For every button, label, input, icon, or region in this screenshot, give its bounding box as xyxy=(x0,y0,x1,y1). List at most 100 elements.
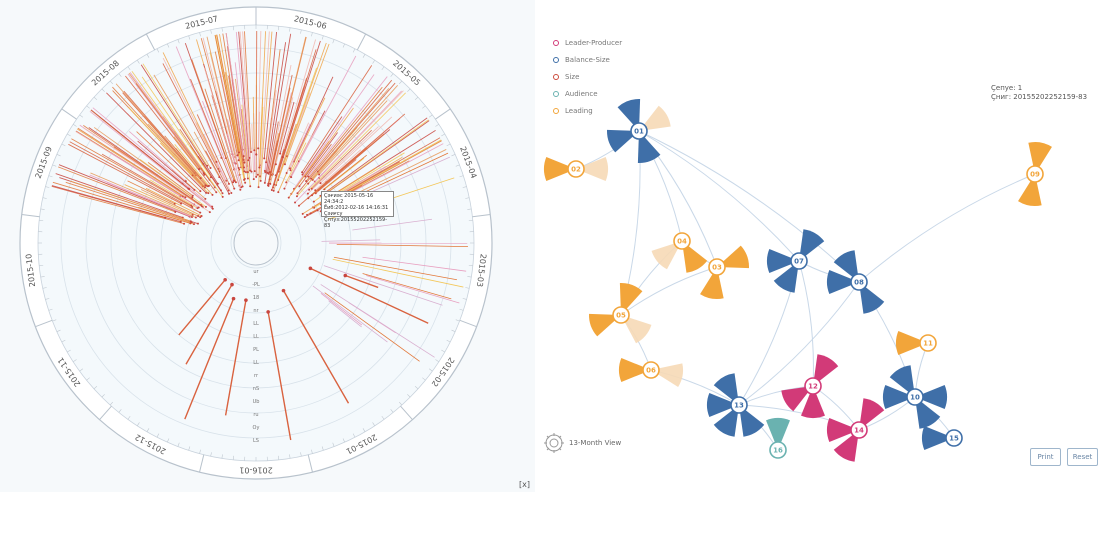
ring-label: 18 xyxy=(253,295,259,301)
minor-tick xyxy=(127,415,131,420)
legend-label: Audience xyxy=(565,89,598,98)
event-dot xyxy=(269,182,272,185)
network-node[interactable]: 13 xyxy=(707,373,765,437)
minor-tick xyxy=(422,377,426,381)
node-circle xyxy=(790,252,808,270)
event-spike xyxy=(109,152,199,208)
event-dot xyxy=(184,180,187,183)
minor-tick xyxy=(462,298,467,300)
event-spike xyxy=(197,155,222,191)
event-dot xyxy=(230,282,234,287)
event-spike xyxy=(184,298,235,420)
network-node[interactable]: 02 xyxy=(544,157,608,181)
event-spike xyxy=(257,111,261,175)
minor-tick xyxy=(428,114,433,118)
legend-item[interactable]: Leading xyxy=(553,102,622,119)
event-spike xyxy=(264,90,277,173)
node-circle xyxy=(945,429,963,447)
minor-tick xyxy=(342,438,345,443)
minor-tick xyxy=(451,329,456,332)
event-spike xyxy=(224,299,247,416)
node-wedge xyxy=(637,131,661,163)
ring-label: Ub xyxy=(253,399,260,405)
minor-tick xyxy=(414,96,419,101)
network-node[interactable]: 12 xyxy=(781,354,839,419)
event-dot xyxy=(283,187,286,190)
network-node[interactable]: 11 xyxy=(896,331,937,355)
node-circle xyxy=(673,232,691,250)
event-dot xyxy=(206,185,209,188)
event-spike xyxy=(140,64,219,185)
event-spike xyxy=(294,170,327,203)
node-wedge xyxy=(682,241,708,273)
event-spike xyxy=(298,121,321,162)
event-dot xyxy=(199,216,202,219)
minor-tick xyxy=(118,73,122,77)
minor-tick xyxy=(48,308,53,311)
minor-tick xyxy=(390,409,394,413)
mini-view[interactable]: 13-Month View xyxy=(543,432,621,454)
minor-tick xyxy=(289,454,291,459)
event-spike xyxy=(251,123,255,180)
legend-item[interactable]: Leader-Producer xyxy=(553,34,622,51)
legend-label: Leading xyxy=(565,106,593,115)
event-dot xyxy=(301,171,304,174)
reset-button[interactable]: Reset xyxy=(1067,448,1098,466)
event-spike xyxy=(93,127,193,198)
event-spike xyxy=(90,109,190,190)
network-node[interactable]: 07 xyxy=(767,229,825,293)
event-spike xyxy=(304,132,338,177)
print-button[interactable]: Print xyxy=(1030,448,1061,466)
node-wedge xyxy=(713,373,739,405)
node-circle xyxy=(642,361,660,379)
legend-item[interactable]: Size xyxy=(553,68,622,85)
event-dot xyxy=(243,161,246,164)
network-panel: 01 02 03 04 05 06 07 08 09 10 11 12 13 14 15 16 Leader-… xyxy=(535,0,1115,492)
minor-tick xyxy=(52,164,57,167)
event-spike xyxy=(362,256,467,272)
event-dot xyxy=(266,310,270,314)
minor-tick xyxy=(221,27,223,32)
event-dot xyxy=(233,187,236,190)
event-spike xyxy=(136,131,201,192)
minor-tick xyxy=(146,428,150,432)
event-spike xyxy=(311,129,372,190)
minor-tick xyxy=(61,339,66,343)
network-node[interactable]: 03 xyxy=(700,245,749,299)
event-spike xyxy=(204,88,237,183)
event-dot xyxy=(208,211,211,214)
event-dot xyxy=(230,192,233,195)
network-node[interactable]: 01 xyxy=(607,99,671,163)
legend-item[interactable]: Audience xyxy=(553,85,622,102)
event-spike xyxy=(271,148,285,191)
event-spike xyxy=(311,133,385,196)
event-dot xyxy=(311,194,314,197)
close-button[interactable]: [x] xyxy=(519,480,530,489)
network-node[interactable]: 08 xyxy=(827,250,885,314)
event-spike xyxy=(124,184,193,216)
event-spike xyxy=(173,136,200,170)
minor-tick xyxy=(48,175,53,178)
ring-label: rr xyxy=(254,373,259,379)
network-node[interactable]: 14 xyxy=(827,398,885,462)
network-node[interactable]: 05 xyxy=(589,283,652,344)
network-node[interactable]: 06 xyxy=(619,358,683,387)
network-node[interactable]: 10 xyxy=(883,365,947,429)
event-spike xyxy=(174,144,210,187)
network-node[interactable]: 04 xyxy=(651,232,708,273)
event-dot xyxy=(267,184,270,187)
network-node[interactable]: 15 xyxy=(922,426,963,450)
event-spike xyxy=(279,101,295,154)
event-dot xyxy=(205,191,208,194)
event-spike xyxy=(322,154,367,191)
event-spike xyxy=(142,63,208,167)
network-node[interactable]: 16 xyxy=(766,418,790,459)
node-label: 04 xyxy=(677,238,687,246)
network-edge xyxy=(738,281,860,406)
network-node[interactable]: 09 xyxy=(1018,142,1052,206)
legend-item[interactable]: Balance-Size xyxy=(553,51,622,68)
event-spike xyxy=(281,87,305,158)
event-spike xyxy=(106,92,207,194)
event-spike xyxy=(275,97,294,165)
minor-tick xyxy=(381,415,385,420)
